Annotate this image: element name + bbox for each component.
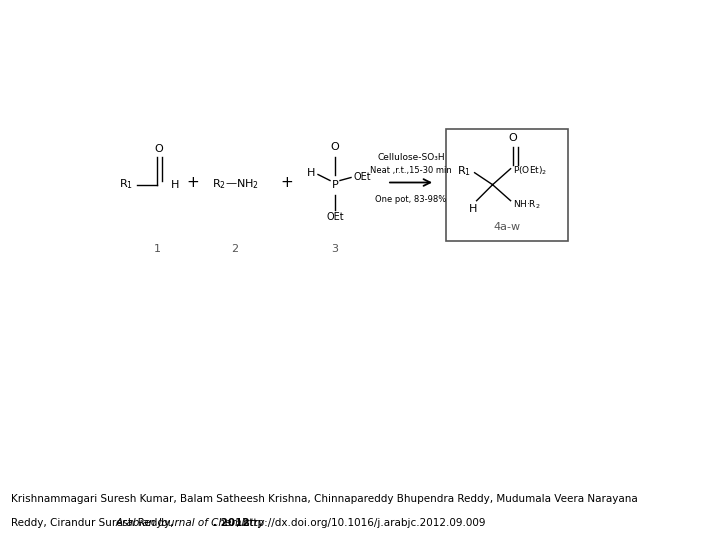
Text: R$_2$—NH$_2$: R$_2$—NH$_2$ [212,178,258,191]
Text: , http://dx.doi.org/10.1016/j.arabjc.2012.09.009: , http://dx.doi.org/10.1016/j.arabjc.201… [236,518,485,528]
Text: Cellulose-SO₃H as an efficient catalyst: Cellulose-SO₃H as an efficient catalyst [135,61,585,81]
Text: Cellulose-SO₃H: Cellulose-SO₃H [377,153,445,163]
Text: H: H [307,167,315,178]
Text: O: O [155,144,163,153]
Text: Solvent-free synthesis of α-aminophosphonates:: Solvent-free synthesis of α-aminophospho… [73,16,647,37]
Text: +: + [186,175,199,190]
Text: One pot, 83-98%: One pot, 83-98% [375,194,446,204]
Text: Neat ,r.t.,15-30 min: Neat ,r.t.,15-30 min [370,165,452,174]
Text: O: O [508,133,517,143]
Text: R$_1$: R$_1$ [119,178,133,191]
FancyBboxPatch shape [446,129,568,240]
Text: H: H [469,204,477,214]
Text: O: O [330,143,339,152]
Text: 1: 1 [153,245,161,254]
Text: . 2012: . 2012 [213,518,250,528]
Text: Reddy, Cirandur Suresh Reddy,: Reddy, Cirandur Suresh Reddy, [11,518,176,528]
Text: NH·R$_2$: NH·R$_2$ [513,198,540,211]
Text: Arabian Journal of Chemistry: Arabian Journal of Chemistry [116,518,265,528]
Text: 4a-w: 4a-w [493,221,521,232]
Text: P(OEt)$_2$: P(OEt)$_2$ [513,165,547,177]
Text: OEt: OEt [353,172,371,181]
Text: P: P [332,179,338,190]
Text: R$_1$: R$_1$ [456,164,471,178]
Text: H: H [171,179,179,190]
Text: +: + [281,175,293,190]
Text: 2: 2 [231,245,238,254]
Text: 3: 3 [331,245,338,254]
Text: OEt: OEt [326,213,344,222]
Text: Krishnammagari Suresh Kumar, Balam Satheesh Krishna, Chinnapareddy Bhupendra Red: Krishnammagari Suresh Kumar, Balam Sathe… [11,494,637,504]
